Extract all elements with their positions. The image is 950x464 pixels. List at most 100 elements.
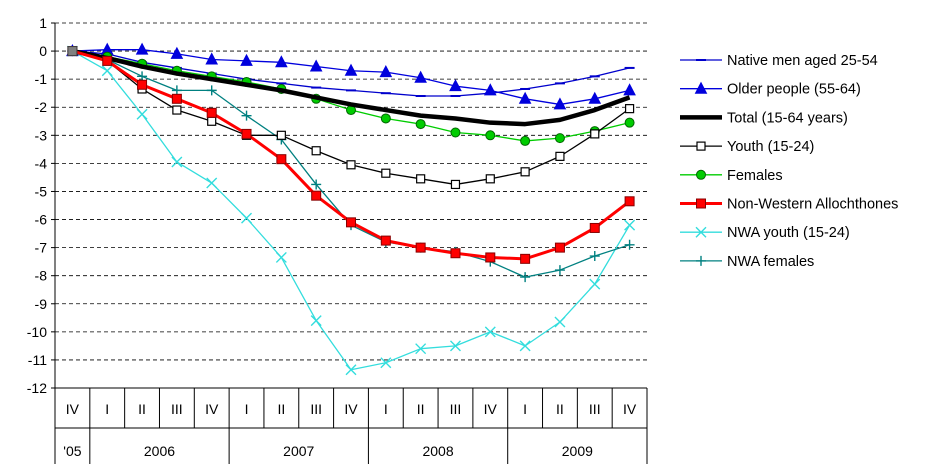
data-point (696, 198, 706, 209)
data-point (206, 85, 217, 96)
data-point (171, 93, 182, 104)
legend-entry: NWA youth (15-24) (680, 225, 850, 241)
y-tick-label: -6 (35, 212, 48, 228)
year-label: 2006 (144, 443, 175, 459)
quarter-label: II (138, 401, 146, 417)
data-point (137, 79, 148, 90)
year-label: '05 (63, 443, 81, 459)
y-tick-label: -2 (35, 99, 48, 115)
data-point (206, 107, 217, 118)
legend-entry: Total (15-64 years) (680, 110, 848, 126)
series-line (72, 50, 631, 371)
data-point (450, 179, 461, 190)
data-point (381, 168, 391, 178)
y-tick-label: -8 (35, 268, 48, 284)
legend-label: NWA youth (15-24) (727, 225, 850, 241)
quarter-label: I (384, 401, 388, 417)
data-point (624, 239, 635, 250)
quarter-label: II (556, 401, 564, 417)
data-point (696, 141, 706, 151)
y-tick-label: -4 (35, 155, 48, 171)
data-point (380, 235, 391, 246)
data-point (624, 196, 635, 207)
data-point (309, 59, 323, 72)
data-point (102, 55, 113, 66)
legend-entry: Native men aged 25-54 (680, 53, 878, 69)
data-point (310, 315, 322, 327)
quarter-label: IV (623, 401, 637, 417)
series-total-15-64-years (71, 48, 631, 127)
y-tick-label: -5 (35, 183, 48, 199)
y-tick-label: -12 (27, 380, 47, 396)
year-label: 2007 (283, 443, 314, 459)
year-label: 2009 (562, 443, 593, 459)
data-point (137, 71, 148, 82)
data-point (449, 79, 462, 92)
data-point (241, 110, 252, 121)
data-point (414, 70, 427, 83)
data-point (553, 97, 567, 110)
quarter-label: IV (344, 401, 358, 417)
data-point (101, 65, 113, 77)
quarter-label: II (417, 401, 425, 417)
quarter-label: I (245, 401, 249, 417)
data-point (380, 357, 392, 369)
data-point (344, 63, 358, 76)
quarter-label: I (105, 401, 109, 417)
data-point (519, 340, 531, 352)
y-tick-label: -11 (28, 352, 47, 368)
legend-entry: Older people (55-64) (680, 81, 861, 98)
data-point (205, 52, 219, 65)
data-point (520, 167, 530, 177)
data-point (590, 129, 600, 139)
data-point (170, 46, 184, 59)
quarter-label: III (450, 401, 462, 417)
data-point (483, 83, 497, 96)
legend-entry: Females (680, 168, 783, 184)
data-point (275, 251, 287, 263)
series-lines (66, 42, 636, 376)
y-tick-label: 0 (39, 43, 47, 59)
data-point (624, 219, 636, 231)
legend-label: Females (727, 168, 783, 184)
origin-point (67, 46, 78, 57)
data-point (172, 105, 182, 115)
data-point (240, 53, 253, 66)
year-label: 2008 (422, 443, 453, 459)
quarter-label: IV (484, 401, 498, 417)
data-point (276, 130, 286, 140)
data-point (311, 146, 321, 156)
data-point (415, 343, 427, 355)
data-point (415, 119, 426, 130)
data-point (241, 128, 252, 139)
data-point (624, 104, 635, 114)
data-point (485, 252, 496, 263)
data-point (311, 190, 322, 201)
legend-entry: Youth (15-24) (680, 139, 814, 155)
series-non-western-allochthones (67, 46, 635, 264)
data-point (554, 265, 565, 276)
series-line (71, 48, 631, 127)
data-point (520, 272, 531, 283)
data-point (520, 253, 531, 264)
y-tick-label: -3 (35, 127, 48, 143)
data-point (484, 326, 496, 338)
data-point (696, 255, 706, 266)
quarter-label: IV (66, 401, 80, 417)
quarter-label: II (277, 401, 285, 417)
data-point (379, 65, 393, 78)
data-point (241, 212, 253, 224)
quarter-label: III (589, 401, 601, 417)
data-point (554, 133, 565, 144)
quarter-label: III (310, 401, 322, 417)
data-point (346, 217, 356, 228)
data-point (694, 81, 708, 94)
legend-label: NWA females (727, 254, 814, 270)
data-point (276, 154, 287, 165)
y-tick-label: 1 (39, 15, 47, 31)
data-point (588, 91, 602, 104)
data-point (624, 117, 635, 128)
legend-label: Older people (55-64) (727, 82, 861, 98)
